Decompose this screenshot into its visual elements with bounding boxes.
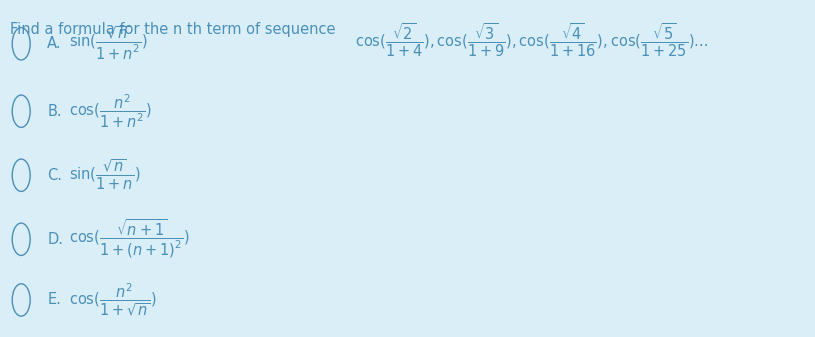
Text: B.: B. — [47, 104, 62, 119]
Text: $\mathrm{cos}(\dfrac{n^2}{1+\sqrt{n}})$: $\mathrm{cos}(\dfrac{n^2}{1+\sqrt{n}})$ — [69, 282, 157, 318]
Text: $\mathrm{cos}(\dfrac{\sqrt{2}}{1+4}), \mathrm{cos}(\dfrac{\sqrt{3}}{1+9}), \math: $\mathrm{cos}(\dfrac{\sqrt{2}}{1+4}), \m… — [355, 22, 708, 59]
Text: D.: D. — [47, 232, 64, 247]
Text: $\mathrm{sin}(\dfrac{\sqrt{n}}{1+n^2})$: $\mathrm{sin}(\dfrac{\sqrt{n}}{1+n^2})$ — [69, 25, 148, 62]
Text: $\mathrm{sin}(\dfrac{\sqrt{n}}{1+n})$: $\mathrm{sin}(\dfrac{\sqrt{n}}{1+n})$ — [69, 158, 141, 192]
Text: A.: A. — [47, 36, 62, 51]
Text: E.: E. — [47, 293, 61, 307]
Text: $\mathrm{cos}(\dfrac{n^2}{1+n^2})$: $\mathrm{cos}(\dfrac{n^2}{1+n^2})$ — [69, 92, 152, 130]
Text: $\mathrm{cos}(\dfrac{\sqrt{n+1}}{1+(n+1)^2})$: $\mathrm{cos}(\dfrac{\sqrt{n+1}}{1+(n+1)… — [69, 218, 190, 261]
Text: C.: C. — [47, 168, 62, 183]
Text: Find a formula for the n th term of sequence: Find a formula for the n th term of sequ… — [10, 22, 335, 37]
